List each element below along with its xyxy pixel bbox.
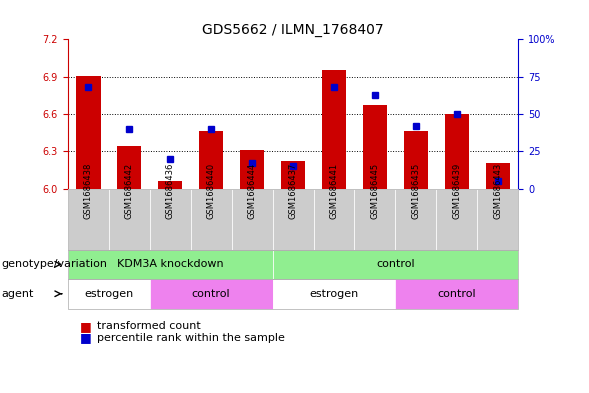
Bar xyxy=(281,161,305,189)
Text: percentile rank within the sample: percentile rank within the sample xyxy=(97,333,285,343)
Text: control: control xyxy=(438,289,476,299)
Text: control: control xyxy=(192,289,230,299)
Text: KDM3A knockdown: KDM3A knockdown xyxy=(117,259,223,269)
Bar xyxy=(76,76,101,189)
Text: GSM1686441: GSM1686441 xyxy=(329,163,339,219)
Bar xyxy=(485,163,510,189)
Text: ■: ■ xyxy=(80,320,91,333)
Text: control: control xyxy=(376,259,415,269)
Text: GSM1686444: GSM1686444 xyxy=(247,163,257,219)
Text: GSM1686439: GSM1686439 xyxy=(452,163,461,219)
Text: GSM1686443: GSM1686443 xyxy=(494,163,502,219)
Bar xyxy=(240,150,264,189)
Text: genotype/variation: genotype/variation xyxy=(1,259,107,269)
Bar xyxy=(158,181,183,189)
Text: GSM1686442: GSM1686442 xyxy=(125,163,134,219)
Bar xyxy=(117,146,141,189)
Text: GSM1686445: GSM1686445 xyxy=(370,163,379,219)
Bar xyxy=(403,131,428,189)
Text: GSM1686438: GSM1686438 xyxy=(84,163,92,219)
Text: estrogen: estrogen xyxy=(84,289,133,299)
Text: GSM1686440: GSM1686440 xyxy=(207,163,216,219)
Bar xyxy=(445,114,469,189)
Text: estrogen: estrogen xyxy=(309,289,359,299)
Text: GSM1686436: GSM1686436 xyxy=(166,163,175,219)
Bar xyxy=(322,70,346,189)
Text: GSM1686437: GSM1686437 xyxy=(289,163,297,219)
Text: ■: ■ xyxy=(80,331,91,345)
Text: transformed count: transformed count xyxy=(97,321,201,331)
Bar xyxy=(199,131,223,189)
Bar xyxy=(363,105,387,189)
Text: agent: agent xyxy=(1,289,34,299)
Title: GDS5662 / ILMN_1768407: GDS5662 / ILMN_1768407 xyxy=(202,23,384,37)
Text: GSM1686435: GSM1686435 xyxy=(411,163,421,219)
